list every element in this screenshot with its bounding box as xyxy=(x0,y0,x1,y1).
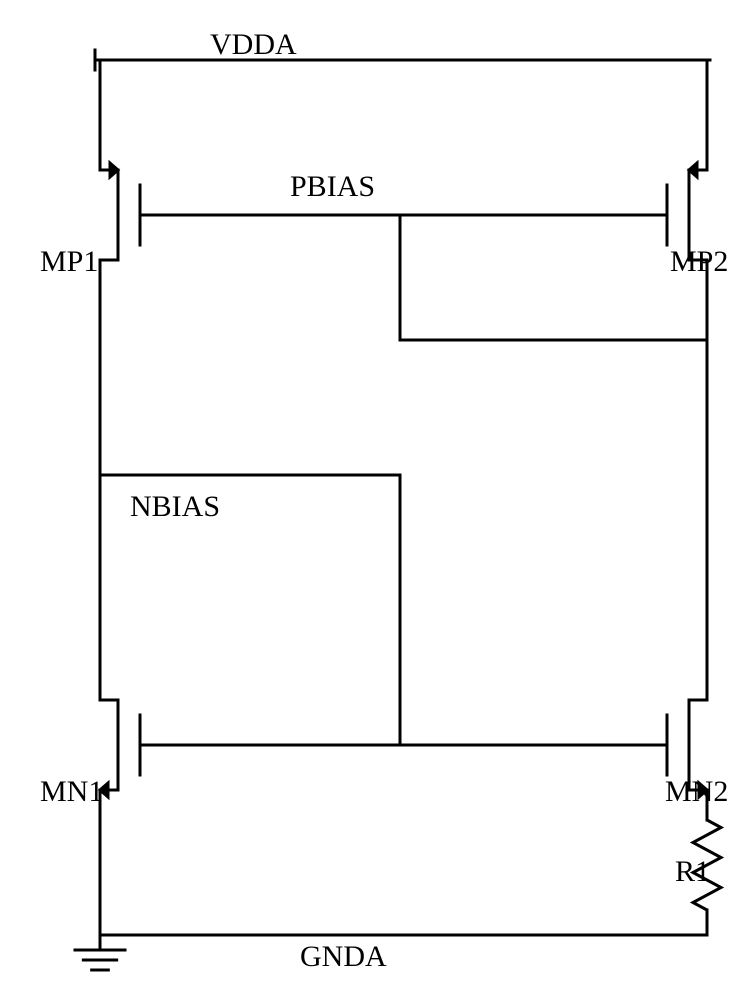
label-nbias: NBIAS xyxy=(130,490,220,524)
label-mp2: MP2 xyxy=(670,245,728,279)
label-vdda: VDDA xyxy=(210,28,297,62)
label-mn1: MN1 xyxy=(40,775,103,809)
circuit-canvas: VDDA PBIAS NBIAS MP1 MP2 MN1 MN2 R1 GNDA xyxy=(0,0,750,1000)
circuit-svg xyxy=(0,0,750,1000)
label-gnda: GNDA xyxy=(300,940,387,974)
label-mp1: MP1 xyxy=(40,245,98,279)
label-pbias: PBIAS xyxy=(290,170,375,204)
label-r1: R1 xyxy=(675,855,710,889)
label-mn2: MN2 xyxy=(665,775,728,809)
